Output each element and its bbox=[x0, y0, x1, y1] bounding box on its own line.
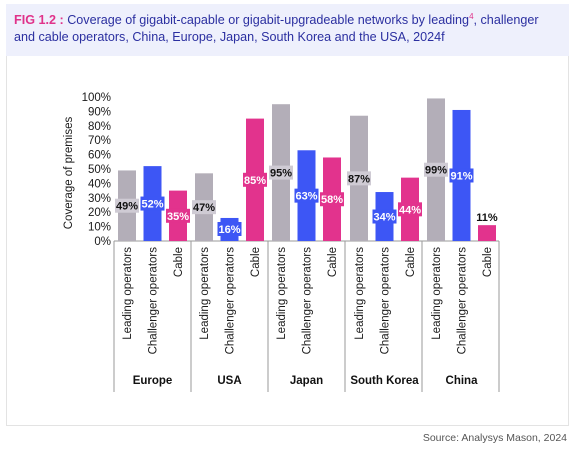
x-tick-label: Challenger operators bbox=[148, 247, 160, 355]
y-tick-label: 50% bbox=[88, 164, 111, 176]
group-label: Japan bbox=[290, 375, 323, 387]
group-label: South Korea bbox=[350, 375, 419, 387]
x-tick-label: Cable bbox=[173, 247, 185, 277]
data-label: 44% bbox=[399, 204, 421, 216]
x-tick-label: Challenger operators bbox=[302, 247, 314, 355]
data-label-background bbox=[115, 198, 139, 213]
data-label: 34% bbox=[373, 212, 395, 224]
y-tick-label: 30% bbox=[88, 193, 111, 205]
data-label-background bbox=[269, 165, 293, 180]
data-label-background bbox=[140, 196, 165, 211]
data-label-background bbox=[398, 202, 422, 217]
data-label: 47% bbox=[193, 202, 215, 214]
data-label: 16% bbox=[218, 224, 240, 236]
x-tick-label: Leading operators bbox=[276, 247, 288, 340]
figure-header: FIG 1.2 : Coverage of gigabit-capable or… bbox=[6, 4, 569, 56]
group-label: Europe bbox=[133, 375, 173, 387]
data-label: 87% bbox=[348, 173, 370, 185]
figure-number: FIG 1.2 : bbox=[14, 13, 64, 27]
data-label: 63% bbox=[295, 191, 317, 203]
data-label: 35% bbox=[167, 211, 189, 223]
data-label: 91% bbox=[450, 170, 472, 182]
y-tick-label: 20% bbox=[88, 207, 111, 219]
data-label-background bbox=[243, 172, 267, 187]
bar bbox=[478, 225, 496, 241]
figure-title-part2: , challenger and cable operators, China,… bbox=[14, 13, 539, 44]
x-tick-label: Challenger operators bbox=[457, 247, 469, 355]
x-tick-label: Cable bbox=[250, 247, 262, 277]
data-label-background bbox=[192, 200, 216, 215]
data-label-background bbox=[294, 188, 319, 203]
y-tick-label: 80% bbox=[88, 121, 111, 133]
data-label: 52% bbox=[141, 199, 163, 211]
x-tick-label: Cable bbox=[482, 247, 494, 277]
y-axis-title: Coverage of premises bbox=[63, 117, 75, 230]
x-tick-label: Cable bbox=[327, 247, 339, 277]
y-tick-label: 90% bbox=[88, 106, 111, 118]
data-label-background bbox=[320, 192, 344, 207]
group-label: USA bbox=[217, 375, 241, 387]
data-label: 85% bbox=[244, 175, 266, 187]
x-tick-label: Leading operators bbox=[199, 247, 211, 340]
chart-frame bbox=[6, 56, 569, 426]
y-tick-label: 100% bbox=[82, 92, 111, 104]
figure-title-part1: Coverage of gigabit-capable or gigabit-u… bbox=[67, 13, 470, 27]
x-tick-label: Leading operators bbox=[431, 247, 443, 340]
data-label: 95% bbox=[270, 168, 292, 180]
x-tick-label: Challenger operators bbox=[380, 247, 392, 355]
data-label-background bbox=[166, 208, 190, 223]
x-tick-label: Leading operators bbox=[122, 247, 134, 340]
data-label-background bbox=[217, 222, 242, 236]
group-label: China bbox=[446, 375, 479, 387]
y-tick-label: 60% bbox=[88, 150, 111, 162]
data-label: 11% bbox=[476, 212, 498, 224]
y-tick-label: 70% bbox=[88, 135, 111, 147]
y-tick-label: 40% bbox=[88, 178, 111, 190]
footnote-marker: 4 bbox=[469, 11, 474, 21]
data-label-background bbox=[449, 168, 474, 183]
data-label: 49% bbox=[116, 201, 138, 213]
data-label-background bbox=[347, 171, 371, 186]
source-note: Source: Analysys Mason, 2024 bbox=[422, 432, 567, 444]
data-label: 58% bbox=[321, 194, 343, 206]
data-label-background bbox=[424, 162, 448, 177]
y-tick-label: 10% bbox=[88, 222, 111, 234]
x-tick-label: Challenger operators bbox=[225, 247, 237, 355]
data-label: 99% bbox=[425, 165, 447, 177]
y-tick-label: 0% bbox=[94, 236, 111, 248]
data-label-background bbox=[372, 209, 397, 224]
x-tick-label: Leading operators bbox=[354, 247, 366, 340]
x-tick-label: Cable bbox=[405, 247, 417, 277]
